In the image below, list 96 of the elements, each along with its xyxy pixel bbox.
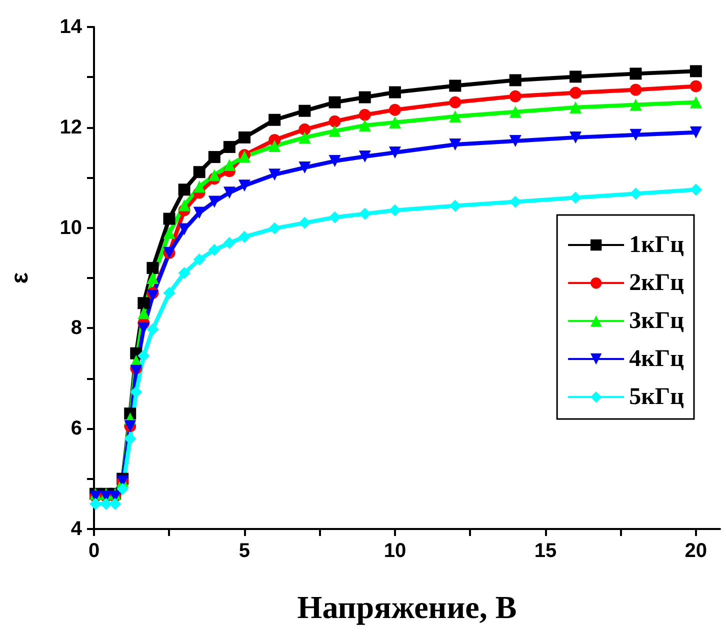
point (690, 126, 702, 138)
x-tick-label: 20 (684, 540, 708, 562)
point (223, 159, 236, 172)
point (116, 482, 129, 495)
point (328, 124, 341, 137)
point (298, 131, 311, 144)
legend-label: 3кГц (629, 308, 684, 334)
point (298, 216, 311, 229)
x-tick-label: 10 (384, 540, 406, 562)
legend-label: 1кГц (629, 232, 684, 258)
point (223, 236, 236, 249)
point (208, 244, 220, 256)
legend-label: 5кГц (629, 384, 684, 410)
point (358, 208, 371, 220)
y-tick-label: 10 (60, 216, 82, 239)
point (138, 307, 150, 320)
point (509, 106, 522, 118)
point (690, 80, 702, 92)
point (630, 128, 642, 141)
point (570, 70, 582, 83)
point (146, 272, 159, 284)
point (109, 498, 122, 510)
x-axis-title: Напряжение, В (297, 589, 517, 625)
point (449, 138, 462, 150)
point (138, 350, 150, 362)
point (178, 184, 190, 196)
point (388, 146, 401, 158)
x-tick-label: 0 (88, 540, 100, 562)
point (130, 386, 142, 398)
point (388, 86, 401, 98)
y-tick-label: 6 (70, 418, 82, 440)
y-tick-label: 12 (60, 116, 82, 138)
point (358, 150, 371, 163)
point (449, 110, 462, 122)
point (163, 226, 176, 239)
point (146, 323, 159, 336)
point (358, 91, 371, 104)
point (268, 114, 281, 126)
y-axis-title: ε (6, 272, 34, 284)
point (238, 230, 250, 243)
point (388, 104, 401, 116)
point (509, 74, 522, 86)
point (509, 90, 522, 102)
point (570, 131, 582, 144)
point (388, 116, 401, 128)
point (193, 206, 206, 219)
point (223, 140, 236, 153)
point (178, 199, 190, 212)
point (268, 168, 281, 181)
y-tick-label: 8 (70, 317, 82, 340)
point (328, 155, 341, 168)
y-tick-label: 4 (70, 518, 83, 540)
point (328, 96, 341, 108)
point (298, 123, 311, 136)
point (193, 166, 206, 178)
point (193, 253, 206, 266)
point (328, 115, 341, 128)
point (630, 188, 642, 200)
point (178, 266, 190, 279)
point (298, 104, 311, 117)
point (298, 162, 311, 174)
point (449, 200, 462, 212)
point (193, 180, 206, 193)
x-tick-label: 15 (534, 540, 557, 562)
point (208, 169, 220, 182)
point (358, 119, 371, 132)
point (358, 108, 371, 121)
point (223, 186, 236, 199)
point (146, 262, 159, 274)
point (570, 101, 582, 114)
point (630, 68, 642, 80)
point (268, 140, 281, 152)
point (238, 131, 250, 144)
point (268, 222, 281, 234)
point (509, 134, 522, 147)
point (163, 287, 176, 300)
point (163, 212, 176, 225)
point (570, 86, 582, 99)
point (690, 65, 702, 78)
point (124, 432, 136, 445)
point (146, 290, 159, 302)
y-tick-label: 14 (60, 16, 83, 38)
point (238, 180, 250, 192)
point (630, 84, 642, 96)
legend-label: 4кГц (629, 346, 684, 372)
point (328, 211, 341, 224)
point (388, 204, 401, 216)
legend-label: 2кГц (629, 270, 684, 296)
point (449, 80, 462, 92)
point (208, 196, 220, 208)
point (690, 96, 702, 108)
point (449, 96, 462, 108)
point (138, 297, 150, 310)
x-tick-label: 5 (238, 540, 250, 562)
point (208, 151, 220, 164)
point (630, 98, 642, 111)
